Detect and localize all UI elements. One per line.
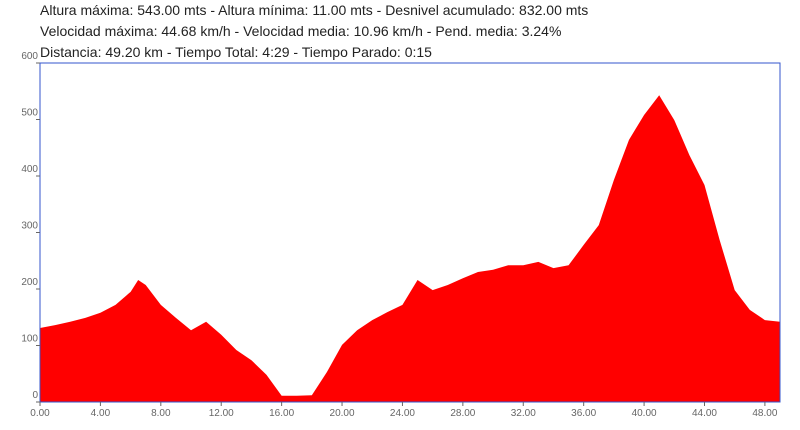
- x-tick-label: 20.00: [330, 408, 355, 419]
- x-tick-label: 28.00: [450, 408, 475, 419]
- x-tick-label: 4.00: [91, 408, 111, 419]
- y-tick-label: 500: [21, 108, 38, 119]
- x-tick-label: 48.00: [752, 408, 777, 419]
- header-line: Velocidad máxima: 44.68 km/h - Velocidad…: [40, 23, 561, 39]
- y-tick-label: 600: [21, 51, 38, 62]
- x-tick-label: 24.00: [390, 408, 415, 419]
- y-tick-label: 400: [21, 164, 38, 175]
- y-tick-label: 300: [21, 221, 38, 232]
- x-tick-label: 8.00: [151, 408, 171, 419]
- header-line: Altura máxima: 543.00 mts - Altura mínim…: [40, 2, 588, 18]
- y-tick-label: 100: [21, 334, 38, 345]
- x-tick-label: 12.00: [209, 408, 234, 419]
- y-tick-label: 0: [32, 390, 38, 401]
- x-tick-label: 16.00: [269, 408, 294, 419]
- x-tick-label: 32.00: [511, 408, 536, 419]
- x-tick-label: 0.00: [30, 408, 50, 419]
- x-tick-label: 40.00: [632, 408, 657, 419]
- elevation-area: [40, 95, 780, 402]
- x-tick-label: 44.00: [692, 408, 717, 419]
- header-line: Distancia: 49.20 km - Tiempo Total: 4:29…: [40, 44, 432, 60]
- x-tick-label: 36.00: [571, 408, 596, 419]
- y-tick-label: 200: [21, 277, 38, 288]
